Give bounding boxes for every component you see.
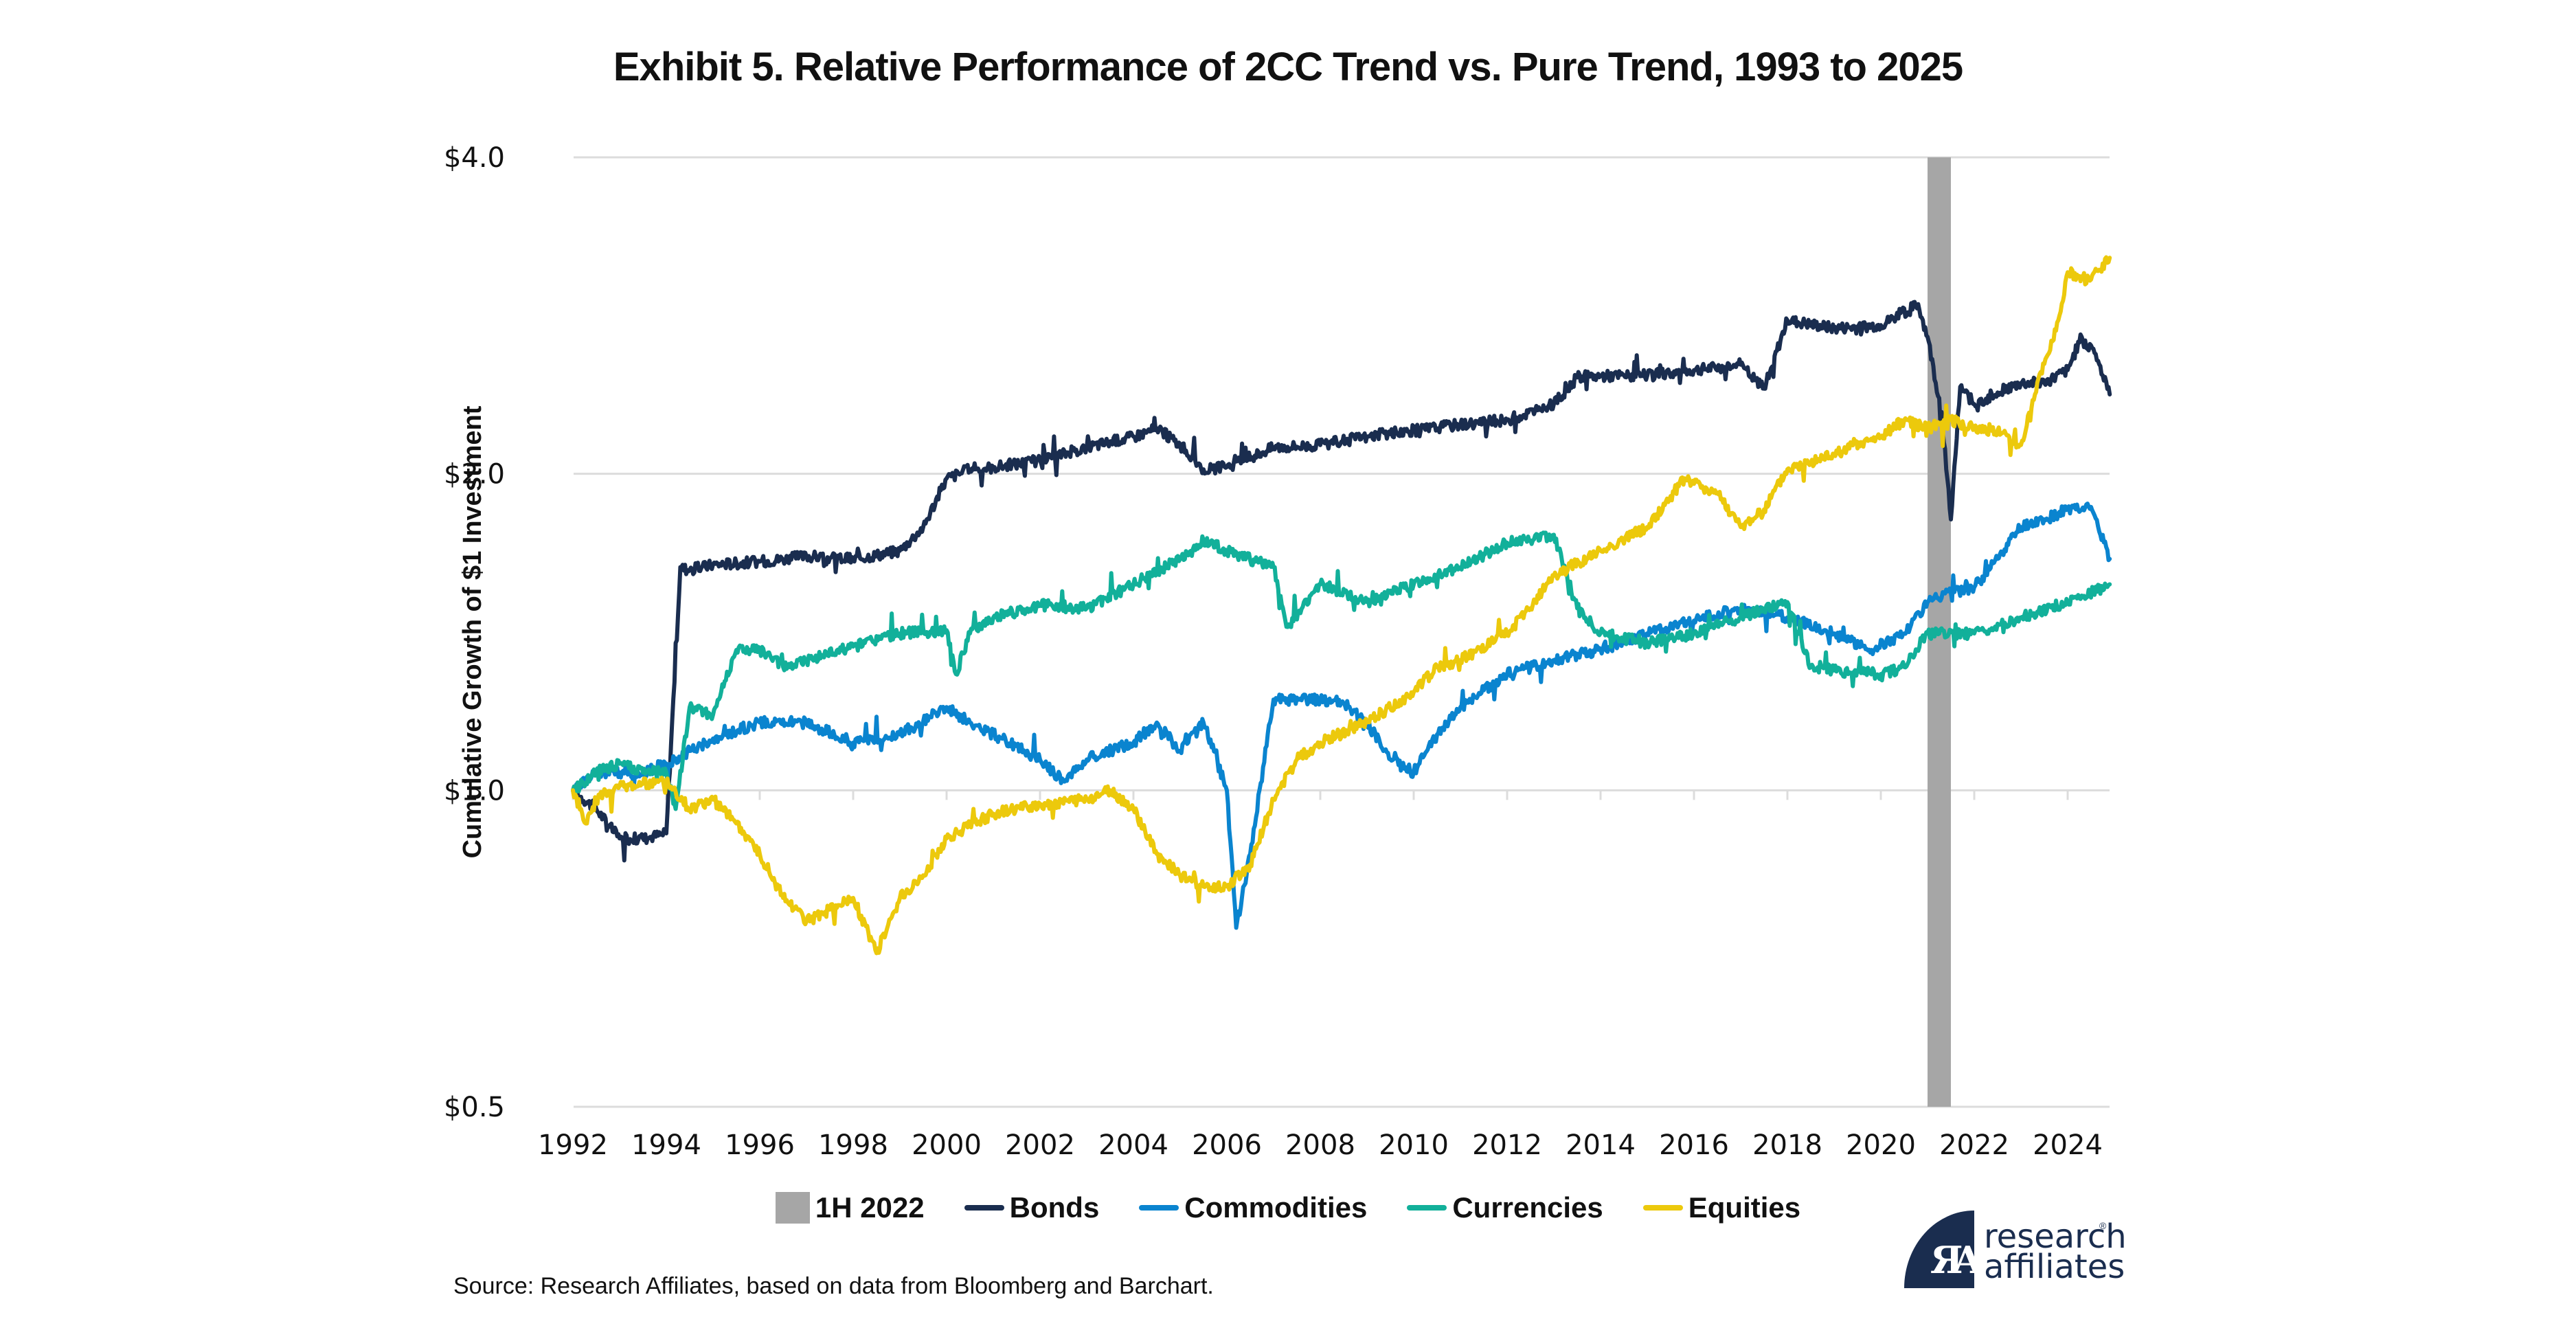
x-tick-label: 2018 <box>1752 1129 1822 1161</box>
x-tick-label: 1996 <box>725 1129 795 1161</box>
x-tick-label: 1992 <box>538 1129 608 1161</box>
x-tick-label: 1998 <box>818 1129 888 1161</box>
y-tick-label: $0.5 <box>444 1092 505 1123</box>
legend-label: Equities <box>1688 1191 1801 1224</box>
x-tick-label: 2000 <box>912 1129 982 1161</box>
legend-label: Currencies <box>1452 1191 1603 1224</box>
registered-mark: ® <box>2099 1220 2107 1231</box>
x-tick-labels: 1992 1994 1996 1998 2000 2002 2004 2006 2008 2010… <box>538 1129 2103 1161</box>
x-tick-label: 2014 <box>1566 1129 1636 1161</box>
x-tick-label: 2022 <box>1939 1129 2009 1161</box>
legend-item-commodities: Commodities <box>1139 1191 1367 1224</box>
legend-line-swatch <box>964 1205 1004 1211</box>
legend-item-1h-2022: 1H 2022 <box>775 1191 925 1224</box>
logo-word-affiliates: affiliates <box>1984 1248 2125 1286</box>
legend-line-swatch <box>1139 1205 1179 1211</box>
logo-mark-icon: ЯA <box>1930 1238 1982 1282</box>
x-tick-label: 2002 <box>1005 1129 1075 1161</box>
legend-label: Commodities <box>1184 1191 1368 1224</box>
legend-label: 1H 2022 <box>815 1191 925 1224</box>
series-line-equities <box>571 255 2112 956</box>
series-line-bonds <box>571 300 2112 863</box>
legend-label: Bonds <box>1009 1191 1100 1224</box>
gridlines <box>574 156 2110 1108</box>
x-tick-label: 2008 <box>1285 1129 1355 1161</box>
legend-line-swatch <box>1642 1205 1683 1211</box>
x-tick-label: 1994 <box>631 1129 701 1161</box>
y-tick-labels: $4.0 $2.0 $1.0 $0.5 <box>444 142 505 1123</box>
logo-word-research: research <box>1984 1217 2127 1256</box>
x-tick-marks <box>572 790 2069 800</box>
research-affiliates-logo: ЯA research affiliates ® <box>1904 1211 2127 1290</box>
legend-box-swatch <box>775 1192 810 1224</box>
x-tick-label: 2012 <box>1472 1129 1542 1161</box>
source-note: Source: Research Affiliates, based on da… <box>453 1273 1214 1299</box>
legend-item-currencies: Currencies <box>1407 1191 1603 1224</box>
x-tick-label: 2020 <box>1846 1129 1916 1161</box>
series-line-currencies <box>571 530 2112 811</box>
legend-item-bonds: Bonds <box>964 1191 1100 1224</box>
y-axis-label: Cumulative Growth of $1 Investment <box>458 405 487 858</box>
legend: 1H 2022 Bonds Commodities Currencies Equitie… <box>0 1191 2576 1224</box>
legend-line-swatch <box>1407 1205 1447 1211</box>
y-tick-label: $4.0 <box>444 142 505 174</box>
x-tick-label: 2016 <box>1659 1129 1729 1161</box>
x-tick-label: 2024 <box>2033 1129 2103 1161</box>
series-lines <box>571 255 2112 956</box>
chart-title: Exhibit 5. Relative Performance of 2CC T… <box>613 45 1963 89</box>
series-line-commodities <box>571 502 2112 930</box>
x-tick-label: 2010 <box>1379 1129 1449 1161</box>
y-tick-label: $1.0 <box>444 775 505 807</box>
x-tick-label: 2004 <box>1098 1129 1168 1161</box>
legend-item-equities: Equities <box>1642 1191 1801 1224</box>
y-tick-label: $2.0 <box>444 459 505 491</box>
x-tick-label: 2006 <box>1192 1129 1262 1161</box>
